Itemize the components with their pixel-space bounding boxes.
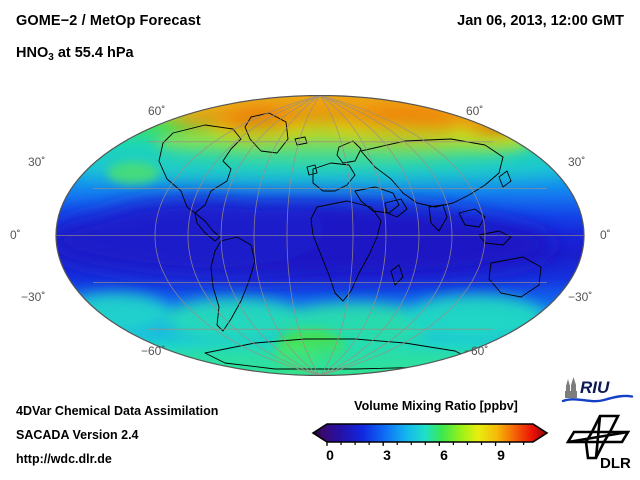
lat-label-right-0: 0˚ (600, 228, 611, 242)
dlr-logo-svg: DLR (565, 414, 631, 472)
instrument-title: GOME−2 / MetOp Forecast (16, 13, 201, 29)
map-data-layer (56, 95, 584, 376)
footer-line-version: SACADA Version 2.4 (16, 428, 139, 442)
dlr-logo: DLR (565, 414, 632, 472)
dlr-wordmark: DLR (600, 455, 631, 472)
lat-label-left-m30: −30˚ (21, 290, 46, 304)
lat-label-right-60: 60˚ (466, 104, 484, 118)
lat-label-right-m30: −30˚ (568, 290, 593, 304)
colorbar-tick-label-9: 9 (497, 447, 505, 463)
riu-logo-svg: RIU (561, 377, 634, 403)
footer-line-method: 4DVar Chemical Data Assimilation (16, 404, 219, 418)
colorbar-title: Volume Mixing Ratio [ppbv] (354, 399, 518, 413)
cathedral-icon (565, 377, 577, 398)
species-subscript: 3 (48, 52, 54, 63)
lat-label-left-30: 30˚ (28, 155, 46, 169)
colorbar-ticks (326, 442, 525, 446)
lat-label-right-m60: −60˚ (464, 344, 489, 358)
lat-label-left-60: 60˚ (148, 104, 166, 118)
map-canvas (55, 95, 585, 376)
lat-label-right-30: 30˚ (568, 155, 586, 169)
world-map (55, 95, 585, 376)
species-title: HNO3 at 55.4 hPa (16, 45, 134, 63)
footer-line-url[interactable]: http://wdc.dlr.de (16, 452, 112, 466)
datetime-label: Jan 06, 2013, 12:00 GMT (457, 13, 624, 29)
riu-logo: RIU (560, 376, 634, 406)
dlr-emblem-icon (565, 414, 631, 460)
riu-wordmark: RIU (580, 378, 610, 397)
colorbar (310, 420, 550, 446)
map-outline (55, 95, 585, 376)
colorbar-tick-label-3: 3 (383, 447, 391, 463)
riu-wave (561, 394, 634, 403)
colorbar-tick-label-6: 6 (440, 447, 448, 463)
lat-label-left-0: 0˚ (10, 228, 21, 242)
lat-label-left-m60: −60˚ (141, 344, 166, 358)
colorbar-tick-label-0: 0 (326, 447, 334, 463)
colorbar-canvas (311, 423, 549, 446)
species-prefix: HNO (16, 45, 49, 61)
graticule (56, 95, 584, 376)
species-suffix: at 55.4 hPa (53, 45, 134, 61)
